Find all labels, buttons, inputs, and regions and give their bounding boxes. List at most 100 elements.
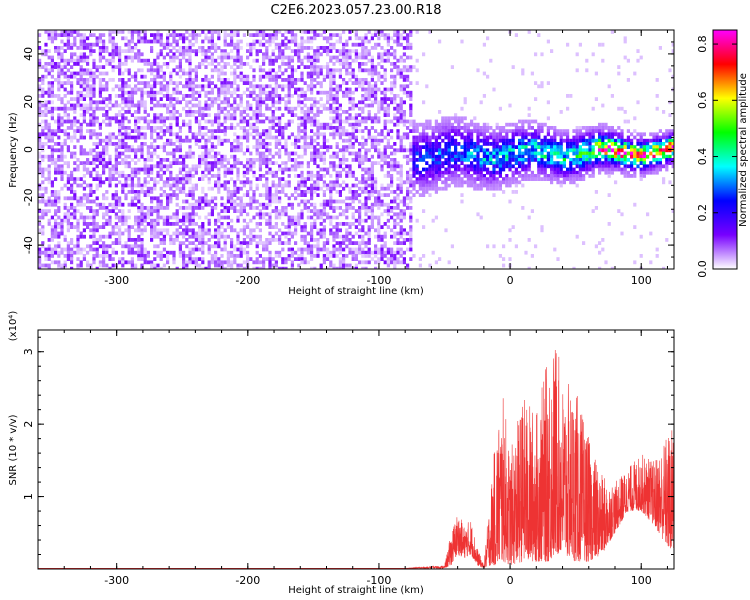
spectrogram-cell <box>220 58 224 63</box>
spectrogram-cell <box>335 116 339 121</box>
spectrogram-cell <box>102 244 106 249</box>
spectrogram-cell <box>130 186 134 191</box>
spectrogram-cell <box>150 154 154 159</box>
spectrogram-cell <box>86 58 90 63</box>
spectrogram-cell <box>390 84 394 89</box>
spectrogram-cell <box>47 100 51 105</box>
spectrogram-cell <box>399 218 403 223</box>
spectrogram-cell <box>182 231 186 236</box>
spectrogram-cell <box>204 94 208 98</box>
spectrogram-cell <box>194 199 198 204</box>
spectrogram-cell <box>210 199 214 204</box>
spectrogram-cell <box>220 81 224 85</box>
spectrogram-cell <box>146 122 150 127</box>
spectrogram-cell <box>223 129 227 133</box>
spectrogram-cell <box>246 55 250 60</box>
spectrogram-cell <box>329 186 333 191</box>
spectrogram-cell <box>130 202 134 207</box>
spectrogram-cell <box>258 142 262 146</box>
spectrogram-cell <box>390 183 394 188</box>
spectrogram-cell <box>383 234 387 239</box>
spectrogram-cell <box>166 228 170 233</box>
spectrogram-cell <box>322 158 326 162</box>
spectrogram-cell <box>294 90 298 95</box>
spectrogram-cell <box>207 244 211 249</box>
spectrogram-cell <box>332 254 336 258</box>
spectrogram-cell <box>124 177 128 181</box>
spectrogram-cell <box>422 158 426 162</box>
spectrogram-cell <box>329 228 333 233</box>
spectrogram-cell <box>236 241 240 245</box>
spectrogram-cell <box>303 190 307 194</box>
spectrogram-cell <box>428 193 432 197</box>
spectrogram-cell <box>111 65 115 69</box>
spectrogram-cell <box>172 68 176 73</box>
spectrogram-cell <box>258 30 262 34</box>
spectrogram-cell <box>92 225 96 229</box>
spectrogram-cell <box>332 238 336 242</box>
spectrogram-cell <box>402 90 406 95</box>
spectrogram-cell <box>415 142 419 146</box>
spectrogram-cell <box>255 138 259 143</box>
spectrogram-cell <box>310 209 314 213</box>
spectrogram-cell <box>326 122 330 127</box>
spectrogram-cell <box>153 81 157 85</box>
spectrogram-cell <box>114 154 118 159</box>
spectrogram-cell <box>150 46 154 50</box>
spectrogram-cell <box>140 132 144 137</box>
spectrogram-cell <box>204 231 208 236</box>
spectrogram-cell <box>242 206 246 210</box>
spectrogram-cell <box>386 209 390 213</box>
spectrogram-cell <box>319 81 323 85</box>
spectrogram-cell <box>310 254 314 258</box>
spectrogram-cell <box>86 129 90 133</box>
spectrogram-cell <box>345 215 349 220</box>
spectrogram-cell <box>310 257 314 261</box>
spectrogram-cell <box>348 55 352 60</box>
spectrogram-cell <box>162 46 166 50</box>
spectrogram-cell <box>175 212 179 217</box>
spectrogram-cell <box>300 129 304 133</box>
spectrogram-cell <box>230 244 234 249</box>
spectrogram-cell <box>166 110 170 114</box>
spectrogram-cell <box>198 158 202 162</box>
spectrogram-cell <box>313 113 317 117</box>
spectrogram-cell <box>143 132 147 137</box>
spectrogram-cell <box>217 174 221 178</box>
spectrogram-cell <box>338 212 342 217</box>
spectrogram-cell <box>310 135 314 140</box>
spectrogram-cell <box>63 119 67 124</box>
spectrogram-cell <box>422 190 426 194</box>
spectrogram-cell <box>249 106 253 111</box>
spectrogram-cell <box>230 142 234 146</box>
spectrogram-cell <box>290 106 294 111</box>
spectrogram-cell <box>79 68 83 73</box>
spectrogram-cell <box>188 257 192 261</box>
spectrogram-cell <box>310 190 314 194</box>
spectrogram-cell <box>377 106 381 111</box>
spectrogram-cell <box>89 122 93 127</box>
spectrogram-cell <box>313 100 317 105</box>
spectrogram-cell <box>406 68 410 73</box>
spectrogram-cell <box>402 100 406 105</box>
spectrogram-cell <box>63 238 67 242</box>
spectrogram-cell <box>178 33 182 37</box>
spectrogram-cell <box>92 62 96 66</box>
spectrogram-cell <box>342 266 346 269</box>
spectrogram-cell <box>329 68 333 73</box>
spectrogram-cell <box>50 215 54 220</box>
spectrogram-cell <box>396 110 400 114</box>
spectrogram-cell <box>194 132 198 137</box>
spectrogram-cell <box>66 180 70 185</box>
spectrogram-cell <box>348 106 352 111</box>
spectrogram-cell <box>278 266 282 269</box>
spectrogram-cell <box>172 116 176 121</box>
spectrogram-cell <box>342 186 346 191</box>
spectrogram-cell <box>422 138 426 143</box>
spectrogram-cell <box>156 74 160 79</box>
spectrogram-cell <box>265 71 269 76</box>
spectrogram-cell <box>354 196 358 201</box>
spectrogram-cell <box>354 183 358 188</box>
spectrogram-cell <box>146 145 150 149</box>
